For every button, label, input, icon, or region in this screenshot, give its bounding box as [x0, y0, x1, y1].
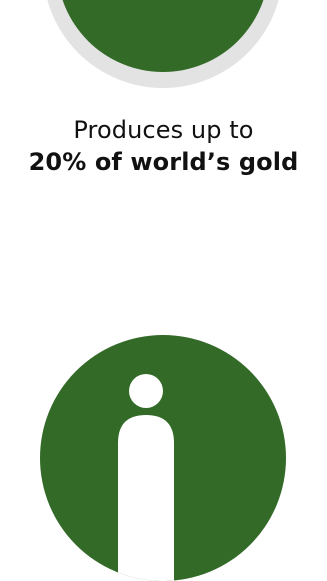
person-icon	[118, 374, 174, 581]
caption-line-2: 20% of world’s gold	[28, 148, 299, 176]
gold-production-caption: Produces up to 20% of world’s gold	[0, 114, 327, 178]
bottom-badge-circle	[40, 335, 286, 581]
person-body	[118, 415, 174, 581]
caption-line-1: Produces up to	[73, 116, 254, 144]
person-head	[129, 374, 163, 408]
